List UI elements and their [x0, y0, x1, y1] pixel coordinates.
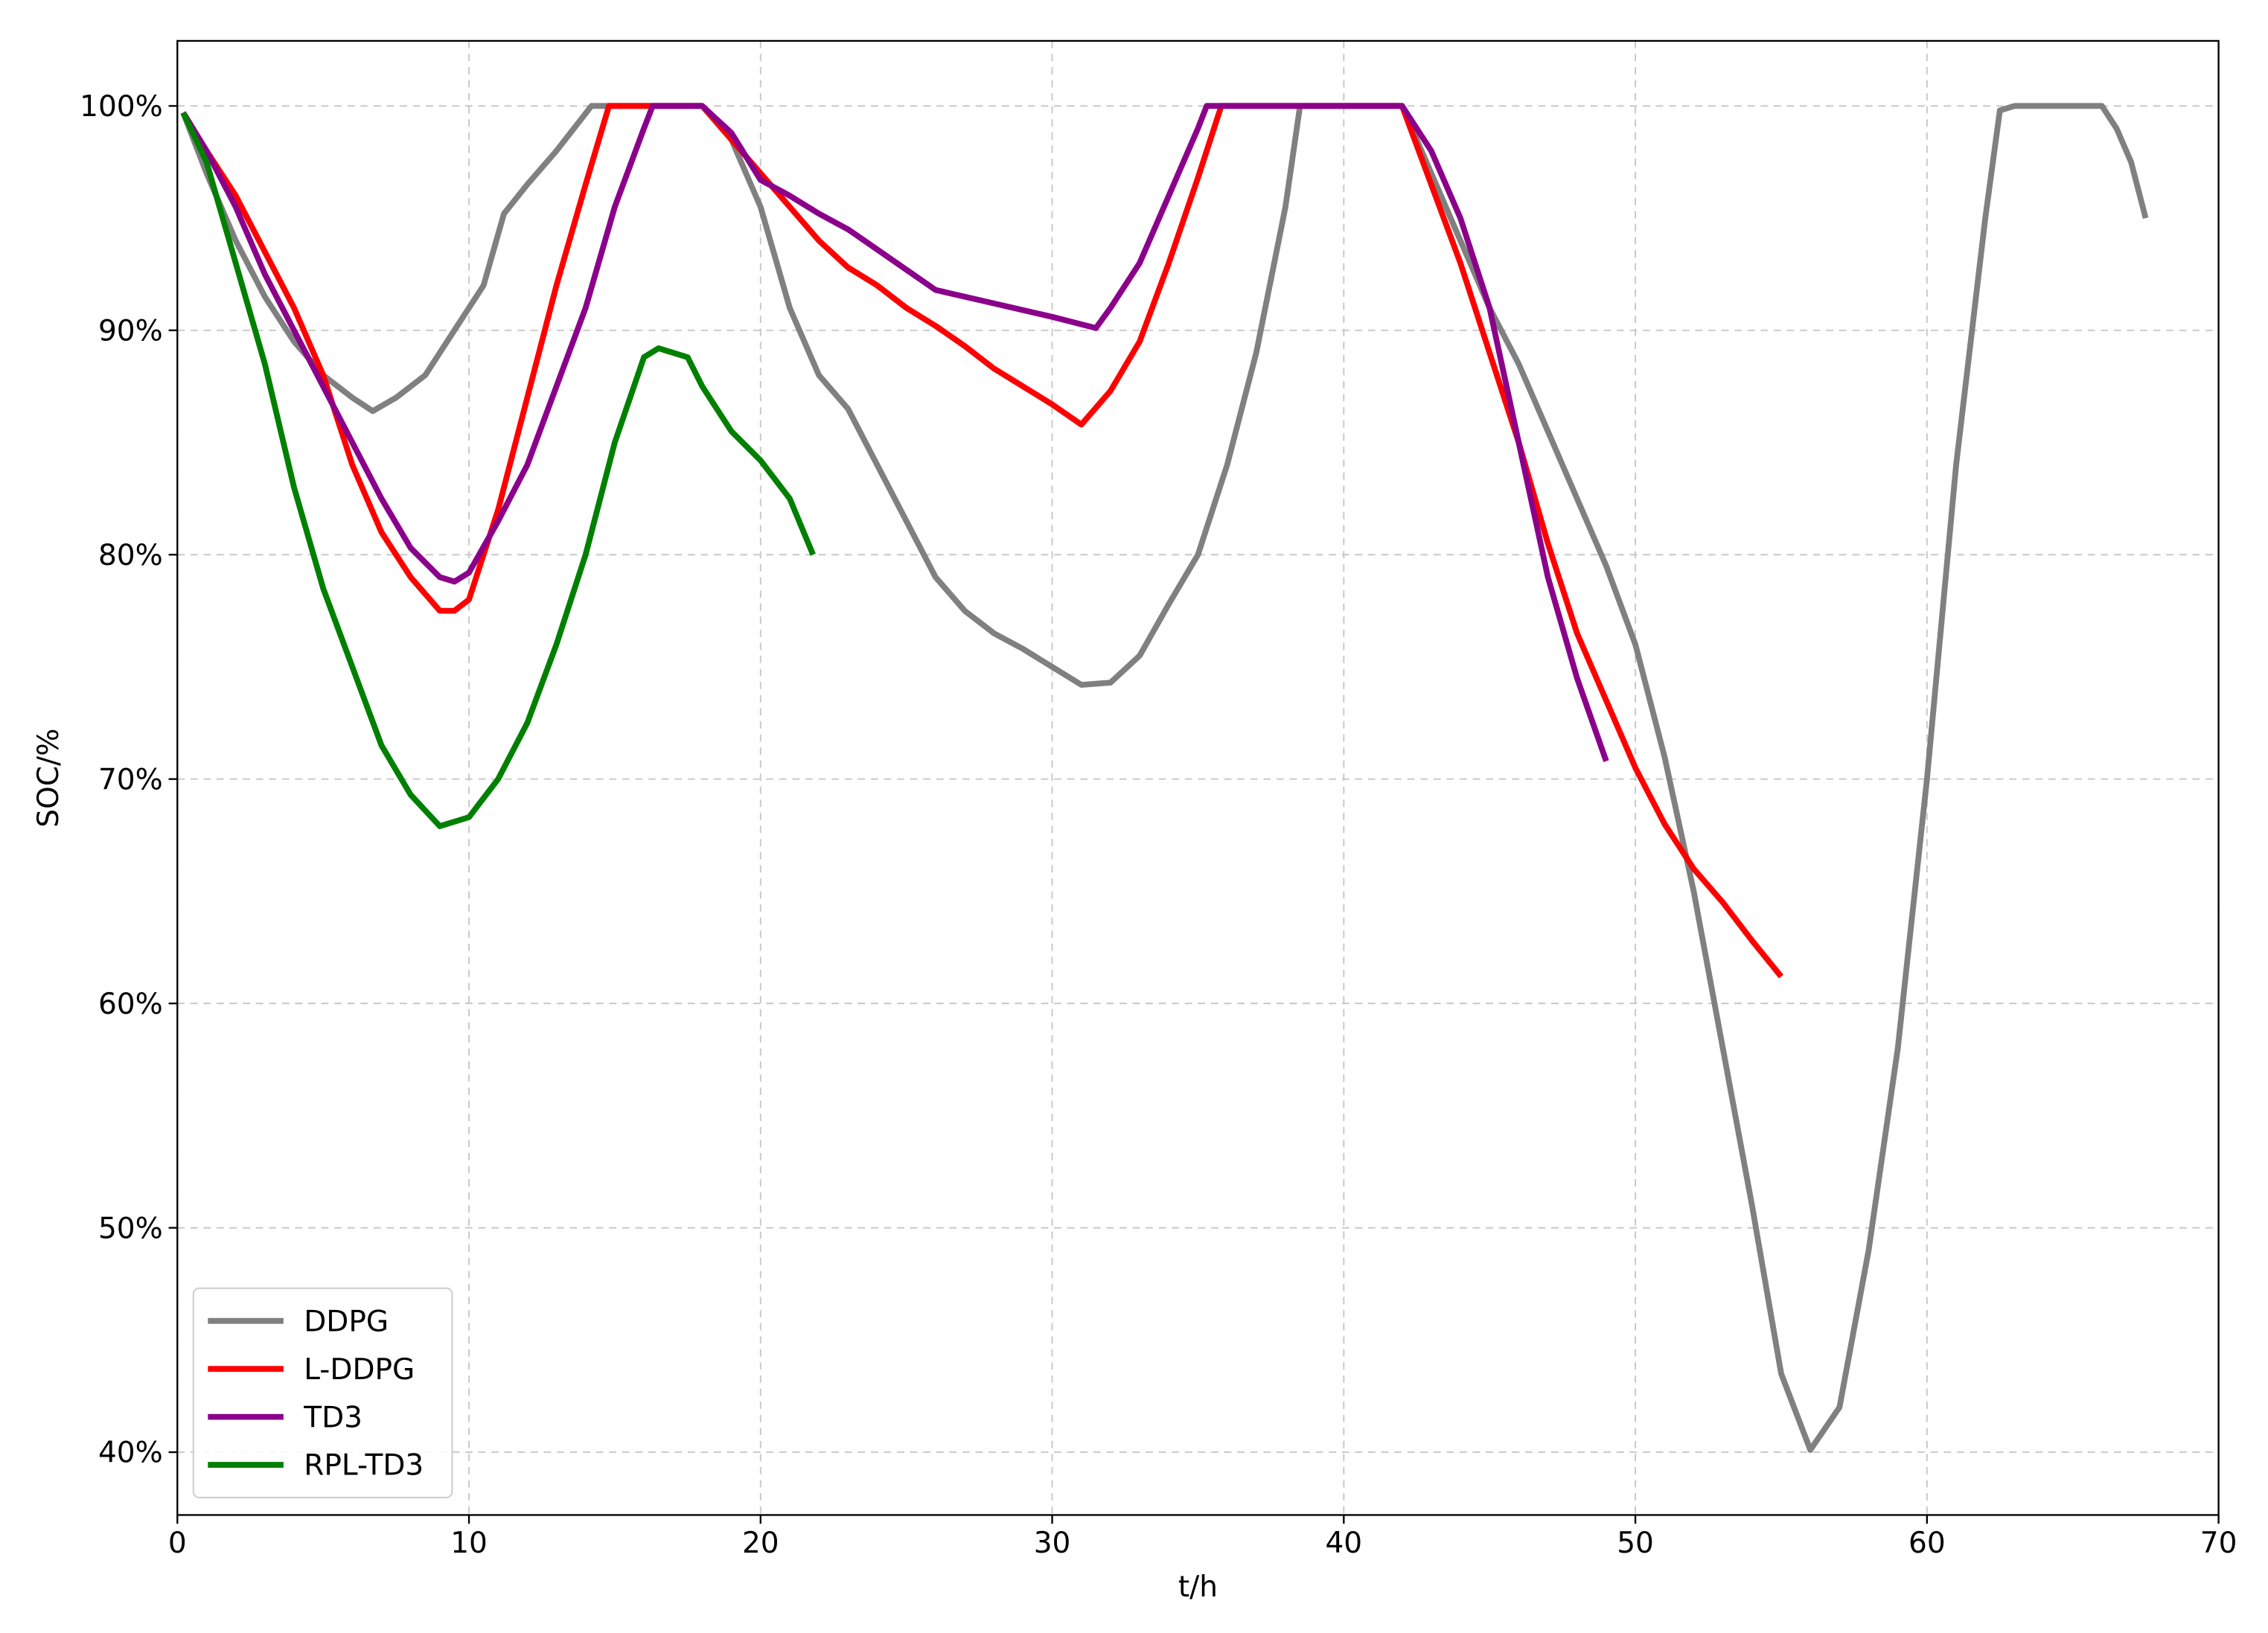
legend: DDPG L-DDPG TD3 RPL-TD3 [192, 1287, 453, 1499]
x-tick-label: 0 [168, 1527, 187, 1560]
legend-label: TD3 [303, 1401, 362, 1434]
series-line [180, 103, 1609, 762]
legend-label: L-DDPG [304, 1353, 415, 1387]
y-tick-label: 100% [80, 90, 163, 124]
y-tick-label: 40% [98, 1437, 163, 1470]
legend-label: DDPG [304, 1305, 389, 1338]
x-tick-label: 70 [2200, 1527, 2237, 1560]
series-line [180, 111, 816, 829]
x-tick-label: 60 [1908, 1527, 1946, 1560]
x-tick-label: 20 [742, 1527, 779, 1560]
y-tick-label: 50% [98, 1212, 163, 1245]
x-tick-label: 30 [1034, 1527, 1071, 1560]
y-tick-label: 70% [98, 763, 163, 796]
plot-frame [176, 39, 2220, 1516]
x-tick-label: 40 [1325, 1527, 1362, 1560]
y-tick-label: 60% [98, 988, 163, 1021]
legend-label: RPL-TD3 [304, 1449, 424, 1483]
x-tick-label: 50 [1617, 1527, 1654, 1560]
y-axis-label: SOC/% [32, 729, 66, 828]
y-tick-label: 80% [98, 539, 163, 572]
x-tick-label: 10 [450, 1527, 488, 1560]
series-line [180, 103, 1783, 979]
series-line [180, 103, 2149, 1453]
lines [180, 103, 2149, 1453]
ticks: 0 10 20 30 40 50 60 70 40% 50% 60% 70% 80% 90% 100% [80, 90, 2237, 1560]
x-axis-label: t/h [1178, 1570, 1218, 1604]
legend-box [192, 1287, 453, 1499]
y-tick-label: 90% [98, 314, 163, 348]
